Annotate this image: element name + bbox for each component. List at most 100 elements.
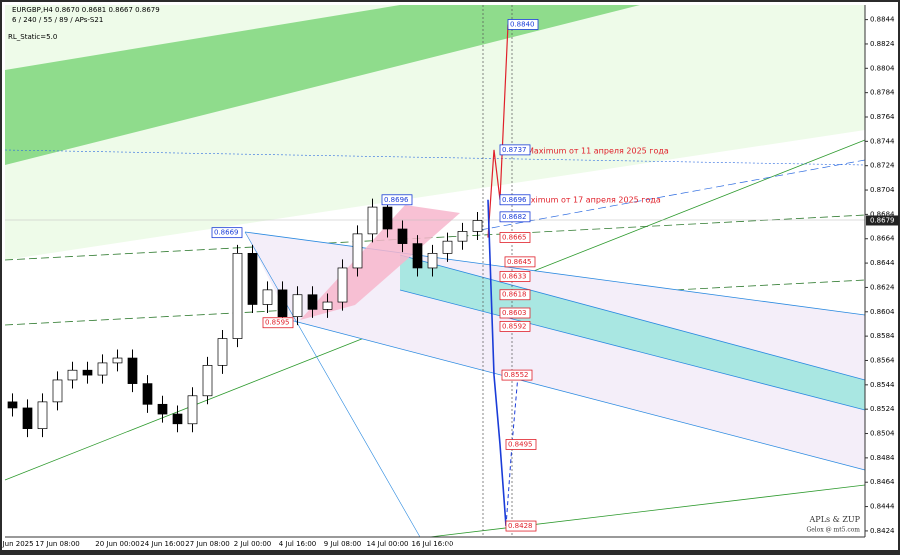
channel-line [479, 159, 866, 231]
candle-body [322, 301, 333, 310]
candle-body [307, 294, 318, 310]
x-tick-label: 27 Jun 08:00 [185, 540, 229, 548]
y-tick-label: 0.8624 [870, 283, 895, 291]
candle-body [142, 383, 153, 405]
level-label: 0.8603 [502, 309, 527, 317]
drawings [4, 5, 866, 538]
level-box [501, 369, 533, 381]
candle-body [217, 338, 228, 366]
x-tick-label: 24 Jun 16:00 [140, 540, 184, 548]
y-tick-label: 0.8804 [870, 64, 895, 72]
candle-body [247, 252, 258, 305]
level-box [499, 232, 531, 243]
candle-body [442, 240, 453, 254]
level-label: 0.8595 [265, 319, 290, 327]
y-tick-label: 0.8684 [870, 210, 895, 218]
y-tick-label: 0.8564 [870, 356, 895, 364]
level-box [499, 194, 531, 206]
level-label: 0.8645 [507, 258, 532, 266]
candle-body [22, 407, 33, 430]
candle-body [172, 413, 183, 425]
candle-body [277, 289, 288, 318]
candle-body [112, 357, 123, 364]
x-tick-label: 14 Jul 00:00 [367, 540, 409, 548]
level-label: 0.8737 [502, 146, 527, 154]
candle-body [457, 231, 468, 242]
y-tick-label: 0.8704 [870, 186, 895, 194]
channel-line [244, 231, 421, 538]
trend-line [429, 484, 866, 538]
y-tick-label: 0.8844 [870, 16, 895, 24]
x-tick-label: 12 Jun 2025 [0, 540, 34, 548]
y-tick-label: 0.8444 [870, 503, 895, 511]
annotation: Maximum от 17 апреля 2025 года [519, 196, 661, 205]
level-label: 0.8495 [508, 440, 533, 448]
level-box [262, 317, 294, 329]
level-box [499, 320, 531, 332]
candle-body [232, 252, 243, 339]
subheader: 6 / 240 / 55 / 89 / APs-S21 [12, 16, 103, 24]
level-label: 0.8428 [508, 522, 533, 530]
level-box [507, 19, 539, 30]
annotation: Maximum от 11 апреля 2025 года [527, 147, 669, 156]
level-box [504, 256, 536, 268]
candle-body [292, 294, 303, 318]
level-label: 0.8669 [214, 229, 239, 237]
y-tick-label: 0.8664 [870, 235, 895, 243]
candle-body [187, 395, 198, 425]
y-tick-label: 0.8784 [870, 89, 895, 97]
candle-body [382, 206, 393, 230]
level-box [499, 289, 531, 301]
candle-body [127, 357, 138, 384]
level-label: 0.8696 [502, 196, 527, 204]
y-tick-label: 0.8484 [870, 454, 895, 462]
x-tick-label: 17 Jun 08:00 [35, 540, 79, 548]
candle-body [427, 252, 438, 269]
candle-body [7, 401, 18, 409]
watermark: APLs & ZUP [809, 515, 861, 524]
x-tick-label: 16 Jul 16:00 [412, 540, 454, 548]
candle-body [52, 379, 63, 403]
current-price-label: 0.8679 [870, 216, 895, 224]
level-box [499, 271, 531, 282]
candle-body [397, 228, 408, 244]
level-label: 0.8696 [384, 196, 409, 204]
channel-line [399, 254, 866, 381]
current-price-box [866, 215, 899, 226]
x-tick-label: 20 Jun 00:00 [95, 540, 139, 548]
candle-body [157, 403, 168, 415]
candle-body [262, 289, 273, 305]
level-box [211, 227, 243, 239]
level-box [499, 144, 531, 156]
x-tick-label: 2025.07.22 14:22 [446, 540, 508, 548]
level-label: 0.8682 [502, 213, 527, 221]
level-box [505, 439, 537, 450]
level-box [381, 194, 413, 206]
candle-body [412, 243, 423, 269]
indicator: RL_Static=5.0 [8, 33, 57, 41]
watermark: Gelox @ mt5.com [806, 527, 860, 534]
y-tick-label: 0.8544 [870, 381, 895, 389]
level-label: 0.8633 [502, 272, 527, 280]
candle-body [97, 362, 108, 376]
y-tick-label: 0.8744 [870, 137, 895, 145]
level-box [499, 307, 531, 319]
y-tick-label: 0.8644 [870, 259, 895, 267]
level-label: 0.8840 [510, 20, 535, 28]
y-tick-label: 0.8464 [870, 478, 895, 486]
y-tick-label: 0.8824 [870, 40, 895, 48]
channel-line [289, 319, 866, 471]
level-label: 0.8618 [502, 291, 527, 299]
channel-line [244, 231, 866, 316]
level-box [499, 211, 531, 223]
projection-line [487, 199, 507, 527]
level-label: 0.8665 [502, 234, 527, 242]
y-tick-label: 0.8724 [870, 162, 895, 170]
y-tick-label: 0.8524 [870, 405, 895, 413]
level-label: 0.8592 [502, 322, 527, 330]
y-tick-label: 0.8764 [870, 113, 895, 121]
y-tick-label: 0.8584 [870, 332, 895, 340]
level-label: 0.8552 [504, 371, 529, 379]
